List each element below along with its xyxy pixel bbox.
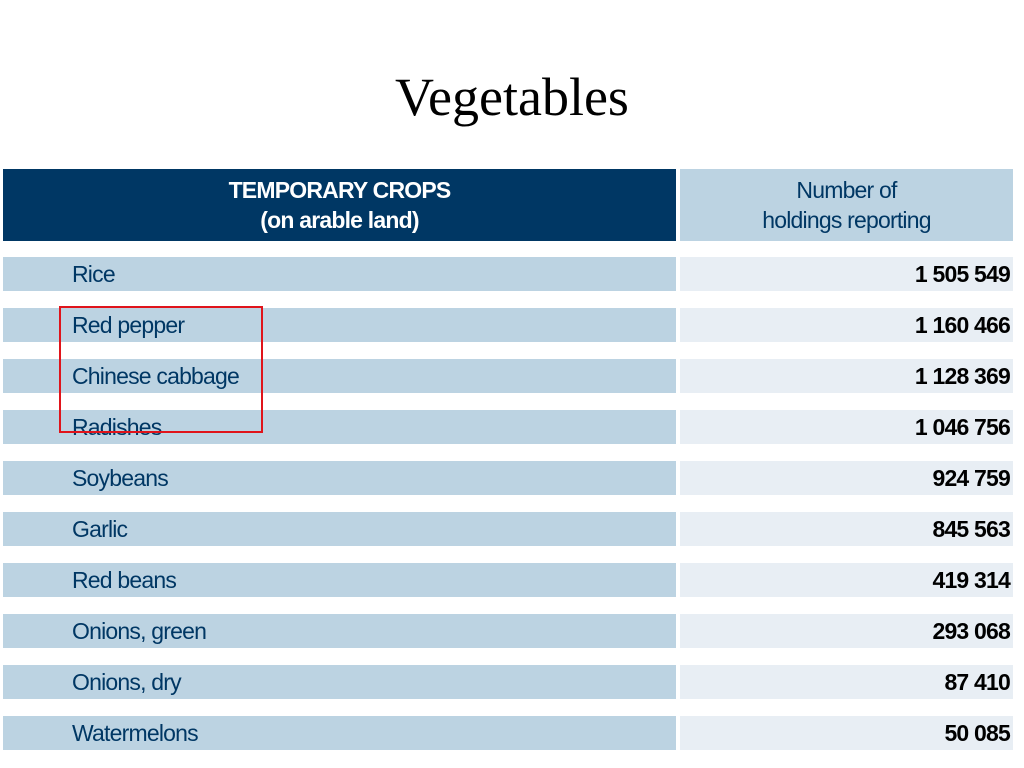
header-temporary-crops: TEMPORARY CROPS (on arable land) <box>3 169 676 241</box>
header-left-line1: TEMPORARY CROPS <box>228 177 452 203</box>
table-row: Rice 1 505 549 <box>3 257 1013 291</box>
holdings-value-cell: 1 160 466 <box>680 308 1013 342</box>
table-header-row: TEMPORARY CROPS (on arable land) Number … <box>3 169 1013 241</box>
crop-name-cell: Radishes <box>3 410 676 444</box>
crop-name-cell: Soybeans <box>3 461 676 495</box>
table-row: Onions, green 293 068 <box>3 614 1013 648</box>
crop-name-cell: Rice <box>3 257 676 291</box>
header-right-line2: holdings reporting <box>762 207 931 233</box>
holdings-value-cell: 1 505 549 <box>680 257 1013 291</box>
holdings-value-cell: 419 314 <box>680 563 1013 597</box>
holdings-value-cell: 1 046 756 <box>680 410 1013 444</box>
holdings-value-cell: 924 759 <box>680 461 1013 495</box>
table-row: Watermelons 50 085 <box>3 716 1013 750</box>
crop-name-cell: Watermelons <box>3 716 676 750</box>
table-row: Garlic 845 563 <box>3 512 1013 546</box>
slide-title: Vegetables <box>395 67 629 127</box>
crop-name-cell: Onions, dry <box>3 665 676 699</box>
crop-name-cell: Onions, green <box>3 614 676 648</box>
crop-name-cell: Garlic <box>3 512 676 546</box>
header-left-line2: (on arable land) <box>260 207 419 233</box>
holdings-value-cell: 1 128 369 <box>680 359 1013 393</box>
holdings-value-cell: 50 085 <box>680 716 1013 750</box>
header-number-of-holdings: Number of holdings reporting <box>680 169 1013 241</box>
holdings-value-cell: 87 410 <box>680 665 1013 699</box>
table-row: Radishes 1 046 756 <box>3 410 1013 444</box>
table-row: Red pepper 1 160 466 <box>3 308 1013 342</box>
table-row: Onions, dry 87 410 <box>3 665 1013 699</box>
crop-name-cell: Red beans <box>3 563 676 597</box>
table-row: Chinese cabbage 1 128 369 <box>3 359 1013 393</box>
crop-name-cell: Chinese cabbage <box>3 359 676 393</box>
holdings-value-cell: 293 068 <box>680 614 1013 648</box>
table-row: Red beans 419 314 <box>3 563 1013 597</box>
crop-name-cell: Red pepper <box>3 308 676 342</box>
table-row: Soybeans 924 759 <box>3 461 1013 495</box>
holdings-value-cell: 845 563 <box>680 512 1013 546</box>
header-right-line1: Number of <box>796 177 897 203</box>
